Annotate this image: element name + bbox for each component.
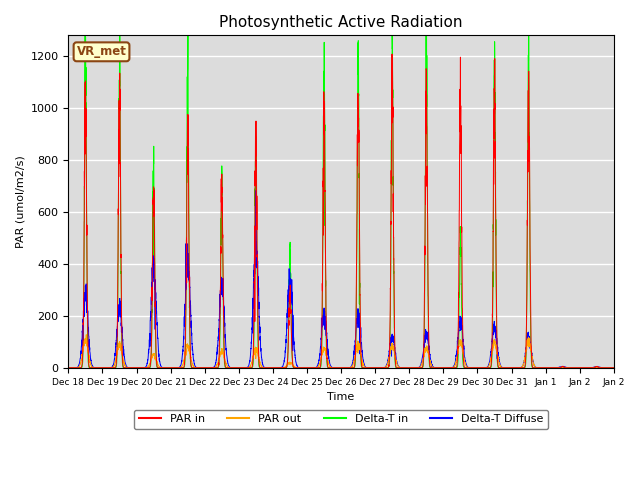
- Delta-T in: [116, 12, 124, 17]
- PAR out: [518, 364, 525, 370]
- Delta-T Diffuse: [252, 188, 260, 193]
- Delta-T in: [491, 39, 499, 45]
- Text: VR_met: VR_met: [77, 45, 127, 58]
- Line: PAR out: PAR out: [68, 335, 614, 368]
- Delta-T Diffuse: [177, 360, 185, 365]
- Delta-T Diffuse: [518, 364, 525, 370]
- PAR out: [542, 365, 550, 371]
- Line: Delta-T in: Delta-T in: [68, 14, 614, 368]
- Delta-T in: [362, 365, 369, 371]
- Legend: PAR in, PAR out, Delta-T in, Delta-T Diffuse: PAR in, PAR out, Delta-T in, Delta-T Dif…: [134, 410, 548, 429]
- Delta-T Diffuse: [390, 345, 398, 351]
- Delta-T Diffuse: [362, 364, 369, 370]
- PAR out: [178, 364, 186, 370]
- Delta-T in: [610, 365, 618, 371]
- PAR in: [542, 365, 550, 371]
- Line: Delta-T Diffuse: Delta-T Diffuse: [68, 191, 614, 368]
- PAR out: [83, 332, 90, 337]
- PAR in: [610, 365, 618, 371]
- Delta-T in: [576, 365, 584, 371]
- PAR out: [65, 365, 72, 371]
- PAR in: [388, 51, 396, 57]
- PAR out: [491, 338, 499, 344]
- PAR in: [518, 365, 525, 371]
- X-axis label: Time: Time: [328, 392, 355, 402]
- Delta-T Diffuse: [610, 365, 618, 371]
- PAR in: [65, 365, 72, 371]
- Title: Photosynthetic Active Radiation: Photosynthetic Active Radiation: [220, 15, 463, 30]
- Delta-T Diffuse: [576, 365, 584, 371]
- PAR in: [362, 365, 369, 371]
- PAR out: [532, 364, 540, 370]
- PAR in: [177, 365, 185, 371]
- Delta-T in: [178, 365, 186, 371]
- PAR in: [532, 365, 540, 371]
- Delta-T Diffuse: [532, 364, 540, 370]
- Line: PAR in: PAR in: [68, 54, 614, 368]
- PAR out: [362, 364, 369, 370]
- PAR in: [491, 110, 499, 116]
- Delta-T in: [518, 365, 525, 371]
- Delta-T in: [390, 345, 398, 351]
- PAR out: [390, 350, 398, 356]
- Delta-T in: [65, 365, 72, 371]
- PAR in: [390, 327, 398, 333]
- Delta-T in: [532, 365, 540, 371]
- Delta-T Diffuse: [491, 328, 499, 334]
- PAR out: [610, 365, 618, 371]
- Delta-T Diffuse: [65, 365, 72, 371]
- Y-axis label: PAR (umol/m2/s): PAR (umol/m2/s): [15, 155, 25, 248]
